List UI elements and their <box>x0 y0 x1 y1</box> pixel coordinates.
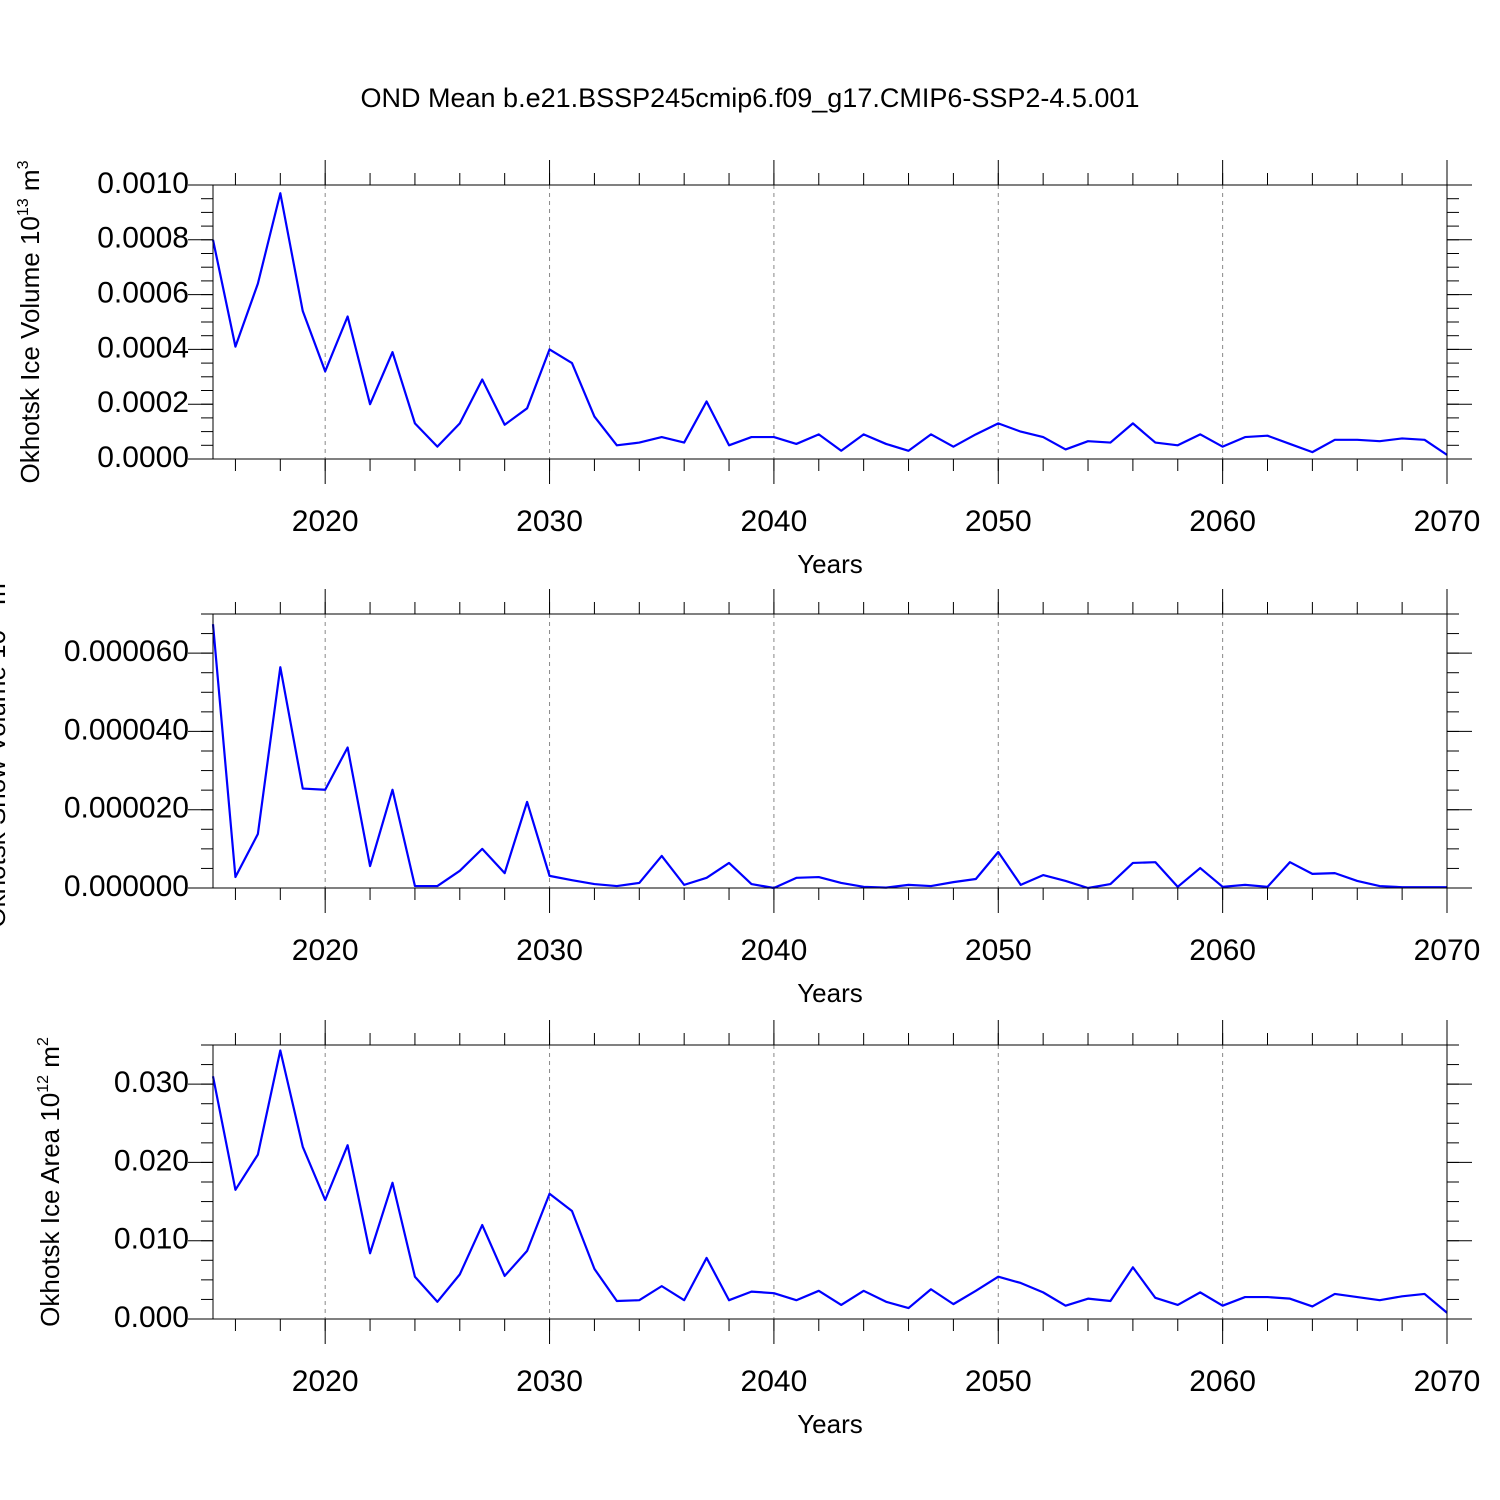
plot-frame <box>212 1044 1448 1320</box>
x-tick-label: 2020 <box>292 934 359 967</box>
x-tick-label: 2060 <box>1189 934 1256 967</box>
x-tick-label: 2020 <box>292 505 359 538</box>
y-tick-label: 0.000000 <box>64 870 189 903</box>
y-tick-label: 0.0010 <box>97 167 189 200</box>
plot-frame <box>212 184 1448 460</box>
x-tick-label: 2050 <box>965 934 1032 967</box>
x-tick-label: 2040 <box>741 1365 808 1398</box>
y-tick-label: 0.0004 <box>97 331 189 364</box>
y-axis-label-text: Okhotsk Ice Area 10 <box>35 1093 65 1327</box>
y-tick-label: 0.0000 <box>97 441 189 474</box>
y-tick-label: 0.010 <box>114 1223 189 1256</box>
y-axis-label-exponent: 13 <box>15 198 32 216</box>
y-axis-label: Okhotsk Ice Volume 1013 m3 <box>15 160 45 483</box>
y-tick-label: 0.000040 <box>64 713 189 746</box>
x-tick-label: 2050 <box>965 505 1032 538</box>
y-tick-label: 0.030 <box>114 1066 189 1099</box>
y-tick-label: 0.000020 <box>64 792 189 825</box>
y-axis-label-unit: m <box>15 169 45 198</box>
x-tick-label: 2050 <box>965 1365 1032 1398</box>
y-tick-label: 0.000060 <box>64 635 189 668</box>
x-tick-label: 2030 <box>516 934 583 967</box>
y-axis-label-text: Okhotsk Ice Volume 10 <box>15 216 45 483</box>
y-axis-label: Okhotsk Ice Area 1012 m2 <box>35 1037 65 1327</box>
x-tick-label: 2030 <box>516 505 583 538</box>
panel: 2020 2030 2040 2050 2060 2070 Years 0.000 0.010 0… <box>35 1020 1481 1439</box>
plot-frame <box>212 613 1448 889</box>
x-tick-label: 2070 <box>1414 505 1481 538</box>
x-axis-label: Years <box>797 549 863 579</box>
data-line <box>211 1049 1448 1314</box>
y-tick-label: 0.0008 <box>97 222 189 255</box>
y-tick-label: 0.0002 <box>97 386 189 419</box>
y-axis-label-unit: m <box>0 583 11 612</box>
x-tick-label: 2040 <box>741 934 808 967</box>
x-axis-label: Years <box>797 1409 863 1439</box>
x-tick-label: 2040 <box>741 505 808 538</box>
y-axis-label-unit-exponent: 3 <box>15 160 32 169</box>
y-tick-label: 0.000 <box>114 1301 189 1334</box>
x-tick-label: 2060 <box>1189 1365 1256 1398</box>
data-line <box>211 192 1448 456</box>
y-axis-label-unit: m <box>35 1046 65 1075</box>
x-tick-label: 2070 <box>1414 934 1481 967</box>
y-axis-label-text: Okhotsk Snow Volume 10 <box>0 630 11 928</box>
x-tick-label: 2020 <box>292 1365 359 1398</box>
panel: 2020 2030 2040 2050 2060 2070 Years 0.0000 0.000… <box>15 160 1481 579</box>
x-tick-label: 2070 <box>1414 1365 1481 1398</box>
figure-title: OND Mean b.e21.BSSP245cmip6.f09_g17.CMIP… <box>361 83 1140 113</box>
y-axis-label-exponent: 12 <box>35 1075 52 1093</box>
x-tick-label: 2060 <box>1189 505 1256 538</box>
y-axis-label: Okhotsk Snow Volume 1013 m3 <box>0 574 11 927</box>
y-axis-label-unit-exponent: 2 <box>35 1037 52 1046</box>
y-tick-label: 0.0006 <box>97 277 189 310</box>
x-tick-label: 2030 <box>516 1365 583 1398</box>
y-tick-label: 0.020 <box>114 1144 189 1177</box>
x-axis-label: Years <box>797 978 863 1008</box>
panel: 2020 2030 2040 2050 2060 2070 Years 0.000000 0.0… <box>0 574 1481 1008</box>
data-line <box>211 624 1447 890</box>
